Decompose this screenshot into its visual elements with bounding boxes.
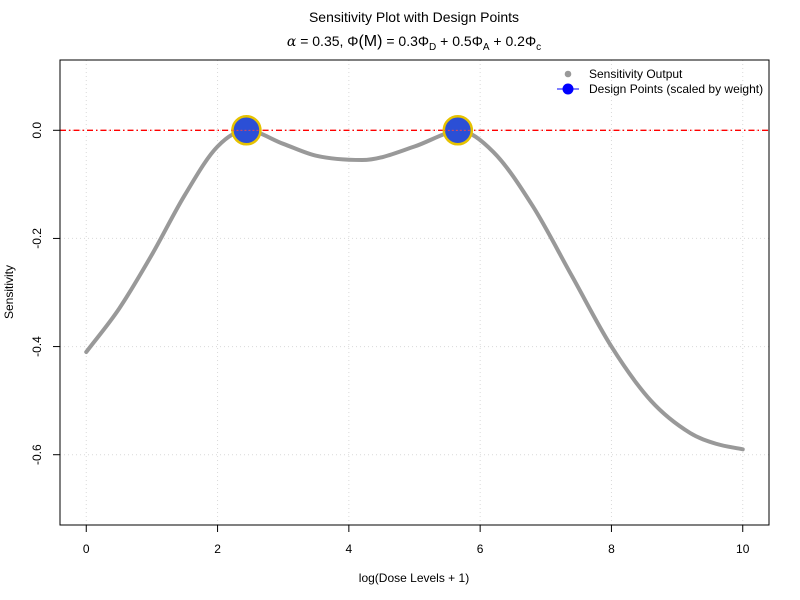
legend-label-design: Design Points (scaled by weight): [589, 82, 763, 96]
subtitle-plus-c: + 0.2: [490, 33, 526, 49]
x-tick-label: 10: [736, 542, 750, 556]
subtitle-sub-c: c: [536, 42, 541, 53]
legend-marker-design: [562, 83, 574, 95]
chart-subtitle: α = 0.35, Φ(M) = 0.3ΦD + 0.5ΦA + 0.2Φc: [287, 33, 541, 53]
design-points: [231, 115, 474, 146]
y-axis: 0.0 -0.2 -0.4 -0.6: [30, 122, 61, 465]
subtitle-plus-a: + 0.5: [436, 33, 472, 49]
x-tick-label: 8: [608, 542, 615, 556]
x-tick-label: 0: [83, 542, 90, 556]
subtitle-alpha: α: [287, 34, 297, 50]
y-tick-label: -0.6: [30, 444, 44, 465]
series-lines: [84, 128, 745, 452]
y-tick-label: 0.0: [30, 122, 44, 139]
legend: Sensitivity Output Design Points (scaled…: [557, 67, 763, 96]
legend-marker-sensitivity: [564, 70, 572, 78]
x-tick-label: 6: [477, 542, 484, 556]
subtitle-phi: Φ: [347, 33, 358, 49]
subtitle-phi-a: Φ: [472, 33, 483, 49]
y-tick-label: -0.4: [30, 336, 44, 357]
subtitle-m: (M): [358, 33, 382, 50]
x-tick-label: 2: [214, 542, 221, 556]
chart-title: Sensitivity Plot with Design Points: [309, 9, 519, 25]
x-tick-label: 4: [346, 542, 353, 556]
y-tick-label: -0.2: [30, 228, 44, 249]
y-axis-label: Sensitivity: [2, 265, 16, 319]
legend-label-sensitivity: Sensitivity Output: [589, 67, 683, 81]
x-axis: 0 2 4 6 8 10: [83, 524, 750, 556]
subtitle-phi-d: Φ: [418, 33, 429, 49]
sensitivity-curve: [84, 128, 745, 452]
subtitle-alpha-value: = 0.35,: [296, 33, 347, 49]
subtitle-sub-d: D: [429, 42, 436, 53]
subtitle-eq: = 0.3: [382, 33, 418, 49]
subtitle-phi-c: Φ: [525, 33, 536, 49]
subtitle-sub-a: A: [483, 42, 490, 53]
grid-lines: [60, 60, 769, 525]
x-axis-label: log(Dose Levels + 1): [359, 571, 469, 585]
